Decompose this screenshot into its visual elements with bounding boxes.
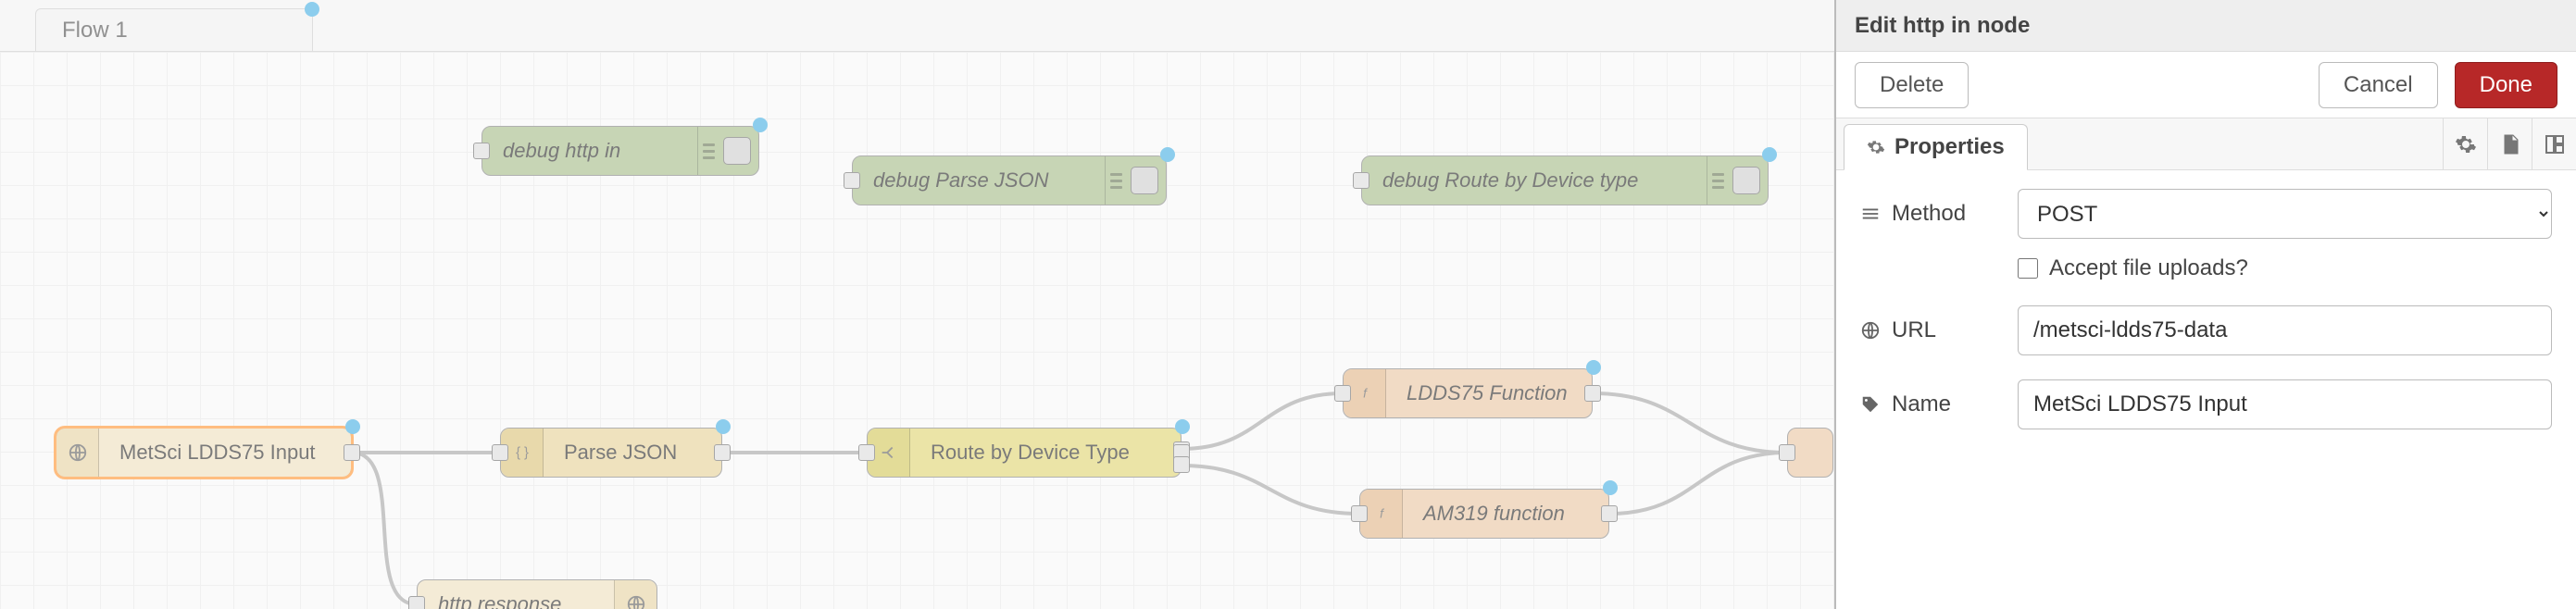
node-n_switch[interactable]: Route by Device Type — [867, 428, 1182, 478]
flow-tab-label: Flow 1 — [62, 18, 128, 44]
node-dirty-dot — [1175, 419, 1190, 434]
method-icon — [1860, 204, 1881, 224]
accept-uploads-label[interactable]: Accept file uploads? — [2049, 255, 2248, 281]
node-n_dbg3[interactable]: debug Route by Device type — [1361, 155, 1769, 205]
node-n_httpin[interactable]: MetSci LDDS75 Input — [56, 428, 352, 478]
node-label: Parse JSON — [544, 441, 721, 465]
node-label: MetSci LDDS75 Input — [99, 441, 351, 465]
input-port[interactable] — [844, 172, 860, 189]
tag-icon — [1860, 394, 1881, 415]
url-label: URL — [1892, 317, 1936, 343]
method-label: Method — [1892, 201, 1966, 227]
node-n_dbg1[interactable]: debug http in — [481, 126, 759, 176]
debug-toggle-button[interactable] — [1732, 167, 1760, 194]
input-port[interactable] — [408, 596, 425, 609]
tab-properties[interactable]: Properties — [1844, 124, 2028, 170]
flow-tab-dirty-dot — [305, 2, 319, 17]
node-n_dbg2[interactable]: debug Parse JSON — [852, 155, 1167, 205]
input-port[interactable] — [473, 143, 490, 159]
gear-icon — [2455, 133, 2477, 155]
debug-toggle-button[interactable] — [1131, 167, 1158, 194]
node-dirty-dot — [1603, 480, 1618, 495]
node-label: http response — [418, 592, 614, 609]
output-port[interactable] — [344, 444, 360, 461]
node-n_resp[interactable]: http response — [417, 579, 657, 609]
method-select[interactable]: GETPOSTPUTDELETEPATCH — [2018, 189, 2552, 239]
node-n_fn2[interactable]: f AM319 function — [1359, 489, 1609, 539]
node-dirty-dot — [1762, 147, 1777, 162]
node-dirty-dot — [716, 419, 731, 434]
node-dirty-dot — [1586, 360, 1601, 375]
node-dirty-dot — [1160, 147, 1175, 162]
edit-sidebar: Edit http in node Delete Cancel Done Pro… — [1835, 0, 2576, 609]
node-appearance-button[interactable] — [2532, 118, 2576, 169]
output-port[interactable] — [1584, 385, 1601, 402]
name-input[interactable] — [2018, 379, 2552, 429]
input-port[interactable] — [858, 444, 875, 461]
done-button[interactable]: Done — [2455, 62, 2557, 108]
input-port[interactable] — [1779, 444, 1795, 461]
node-label: debug Parse JSON — [853, 168, 1105, 193]
node-label: Route by Device Type — [910, 441, 1181, 465]
input-port[interactable] — [1353, 172, 1369, 189]
tab-properties-label: Properties — [1894, 134, 2005, 160]
node-n_fn1[interactable]: f LDDS75 Function — [1343, 368, 1593, 418]
node-settings-button[interactable] — [2443, 118, 2487, 169]
svg-text:f: f — [1380, 507, 1385, 521]
debug-output-icon — [697, 127, 719, 175]
output-port[interactable] — [714, 444, 731, 461]
name-label: Name — [1892, 392, 1951, 417]
debug-output-icon — [1105, 156, 1127, 205]
debug-output-icon — [1707, 156, 1729, 205]
svg-text:{ }: { } — [516, 446, 529, 461]
document-icon — [2499, 133, 2521, 155]
globe-icon — [614, 580, 657, 609]
svg-text:f: f — [1363, 387, 1369, 401]
sidebar-title: Edit http in node — [1836, 0, 2576, 52]
node-n_json[interactable]: { } Parse JSON — [500, 428, 722, 478]
node-label: debug Route by Device type — [1362, 168, 1707, 193]
node-label: LDDS75 Function — [1386, 381, 1592, 405]
input-port[interactable] — [1351, 505, 1368, 522]
node-n_out[interactable] — [1787, 428, 1833, 478]
output-port[interactable] — [1601, 505, 1618, 522]
delete-button[interactable]: Delete — [1855, 62, 1969, 108]
input-port[interactable] — [492, 444, 508, 461]
node-dirty-dot — [345, 419, 360, 434]
node-docs-button[interactable] — [2487, 118, 2532, 169]
debug-toggle-button[interactable] — [723, 137, 751, 165]
output-port[interactable] — [1173, 456, 1190, 473]
url-input[interactable] — [2018, 305, 2552, 355]
gear-icon — [1867, 138, 1885, 156]
accept-uploads-checkbox[interactable] — [2018, 258, 2038, 279]
node-label: debug http in — [482, 139, 697, 163]
node-dirty-dot — [753, 118, 768, 132]
layout-icon — [2544, 133, 2566, 155]
flow-tab[interactable]: Flow 1 — [35, 8, 313, 51]
globe-icon — [1860, 320, 1881, 341]
input-port[interactable] — [1334, 385, 1351, 402]
cancel-button[interactable]: Cancel — [2319, 62, 2438, 108]
node-label: AM319 function — [1403, 502, 1608, 526]
globe-icon — [56, 429, 99, 477]
